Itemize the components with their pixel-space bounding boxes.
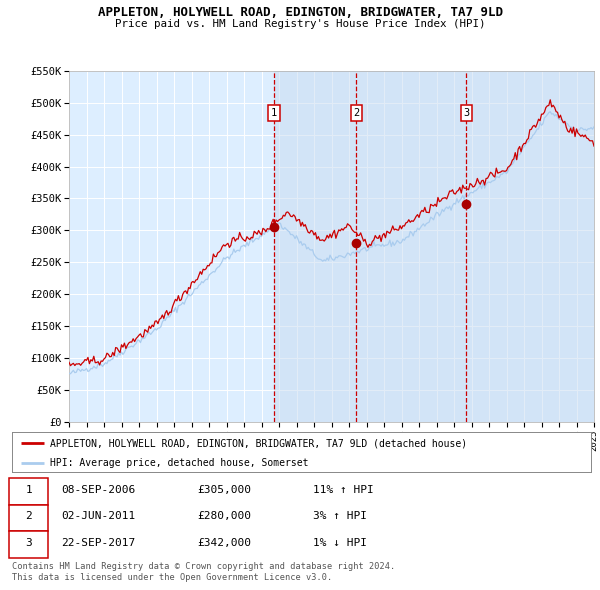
FancyBboxPatch shape [9, 531, 49, 558]
Text: Price paid vs. HM Land Registry's House Price Index (HPI): Price paid vs. HM Land Registry's House … [115, 19, 485, 29]
Text: Contains HM Land Registry data © Crown copyright and database right 2024.: Contains HM Land Registry data © Crown c… [12, 562, 395, 571]
Text: 02-JUN-2011: 02-JUN-2011 [61, 512, 136, 521]
Text: 1% ↓ HPI: 1% ↓ HPI [313, 537, 367, 548]
Text: 3% ↑ HPI: 3% ↑ HPI [313, 512, 367, 521]
Text: £342,000: £342,000 [197, 537, 251, 548]
FancyBboxPatch shape [9, 478, 49, 504]
Text: 2: 2 [353, 108, 359, 118]
Text: 1: 1 [25, 485, 32, 495]
Text: APPLETON, HOLYWELL ROAD, EDINGTON, BRIDGWATER, TA7 9LD (detached house): APPLETON, HOLYWELL ROAD, EDINGTON, BRIDG… [50, 438, 467, 448]
Bar [356, 71, 466, 422]
FancyBboxPatch shape [9, 504, 49, 531]
Text: 1: 1 [271, 108, 277, 118]
Bar [466, 71, 594, 422]
Text: 3: 3 [25, 537, 32, 548]
Text: APPLETON, HOLYWELL ROAD, EDINGTON, BRIDGWATER, TA7 9LD: APPLETON, HOLYWELL ROAD, EDINGTON, BRIDG… [97, 6, 503, 19]
Bar [274, 71, 356, 422]
Text: 22-SEP-2017: 22-SEP-2017 [61, 537, 136, 548]
Text: 11% ↑ HPI: 11% ↑ HPI [313, 485, 374, 495]
Text: This data is licensed under the Open Government Licence v3.0.: This data is licensed under the Open Gov… [12, 573, 332, 582]
Text: HPI: Average price, detached house, Somerset: HPI: Average price, detached house, Some… [50, 458, 308, 468]
Text: 2: 2 [25, 512, 32, 521]
Text: 3: 3 [463, 108, 470, 118]
Text: £280,000: £280,000 [197, 512, 251, 521]
Text: £305,000: £305,000 [197, 485, 251, 495]
Text: 08-SEP-2006: 08-SEP-2006 [61, 485, 136, 495]
